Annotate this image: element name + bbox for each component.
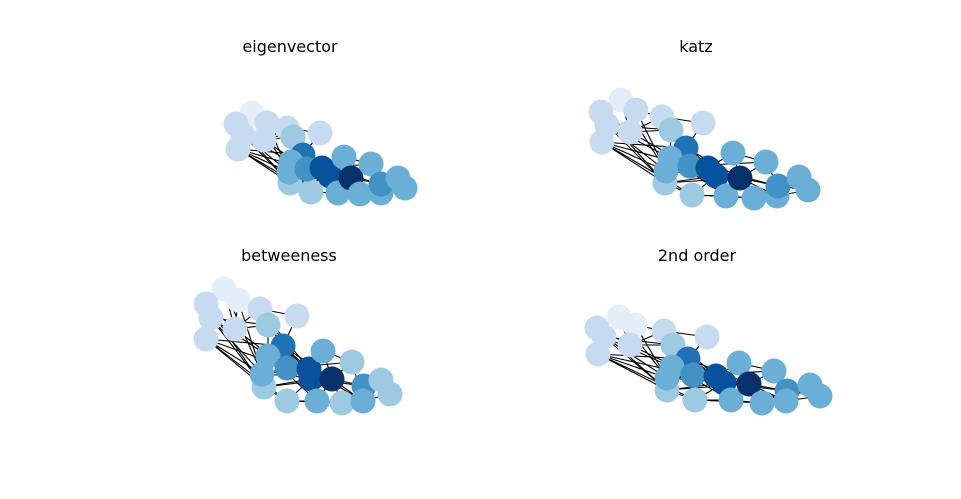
- graph-node: [377, 381, 403, 407]
- graph-node: [284, 303, 310, 329]
- graph-nodes: [193, 276, 403, 416]
- graph-node: [622, 312, 648, 338]
- panel-title: 2nd order: [658, 246, 737, 265]
- graph-node: [761, 358, 787, 384]
- graph-node: [695, 155, 721, 181]
- graph-node: [309, 155, 335, 181]
- graph-node: [198, 305, 224, 331]
- graph-node: [251, 127, 277, 153]
- graph-node: [654, 365, 680, 391]
- graph-node: [329, 390, 355, 416]
- graph-node: [589, 129, 615, 155]
- graph-node: [298, 179, 324, 205]
- graph-node: [741, 185, 767, 211]
- graph-node: [307, 120, 333, 146]
- graph-node: [680, 362, 706, 388]
- graph-node: [225, 287, 251, 313]
- graph-node: [736, 371, 762, 397]
- graph-node: [617, 332, 643, 358]
- graph-nodes: [223, 100, 418, 207]
- graph-node: [358, 151, 384, 177]
- graph-node: [703, 363, 729, 389]
- graph-node: [274, 388, 300, 414]
- graph-node: [720, 140, 746, 166]
- graph-node: [795, 177, 821, 203]
- graph-node: [679, 182, 705, 208]
- graph-node: [773, 388, 799, 414]
- graph-node: [727, 165, 753, 191]
- graph-edge: [601, 141, 666, 184]
- panel-betweeness: betweeness: [193, 246, 403, 416]
- graph-node: [690, 110, 716, 136]
- graph-node: [765, 173, 791, 199]
- graph-node: [753, 149, 779, 175]
- graph-node: [319, 366, 345, 392]
- panel-eigenvector: eigenvector: [223, 37, 418, 207]
- panel-title: eigenvector: [242, 37, 338, 56]
- graph-edge: [603, 336, 668, 379]
- graph-node: [749, 390, 775, 416]
- graph-node: [193, 326, 219, 352]
- graph-node: [718, 387, 744, 413]
- panel-title: betweeness: [241, 246, 337, 265]
- panel-katz: katz: [588, 37, 821, 211]
- graph-node: [392, 175, 418, 201]
- graph-node: [249, 361, 275, 387]
- graph-node: [350, 388, 376, 414]
- graph-node: [694, 324, 720, 350]
- graph-node: [617, 119, 643, 145]
- graph-node: [274, 355, 300, 381]
- graph-node: [623, 97, 649, 123]
- graph-nodes: [588, 87, 821, 211]
- graph-node: [347, 181, 373, 207]
- graph-node: [585, 341, 611, 367]
- graph-node: [339, 349, 365, 375]
- graph-node: [222, 316, 248, 342]
- graph-node: [807, 383, 833, 409]
- graph-node: [726, 350, 752, 376]
- graph-node: [304, 388, 330, 414]
- panel-second-order: 2nd order: [584, 246, 833, 416]
- graph-node: [682, 387, 708, 413]
- panel-title: katz: [679, 37, 712, 56]
- graph-edge: [210, 317, 263, 375]
- graph-nodes: [584, 304, 833, 416]
- graph-node: [713, 183, 739, 209]
- graph-node: [331, 144, 357, 170]
- graph-node: [653, 158, 679, 184]
- graph-node: [310, 338, 336, 364]
- graph-node: [225, 136, 251, 162]
- graph-node: [255, 312, 281, 338]
- graph-node: [296, 356, 322, 382]
- graph-node: [658, 117, 684, 143]
